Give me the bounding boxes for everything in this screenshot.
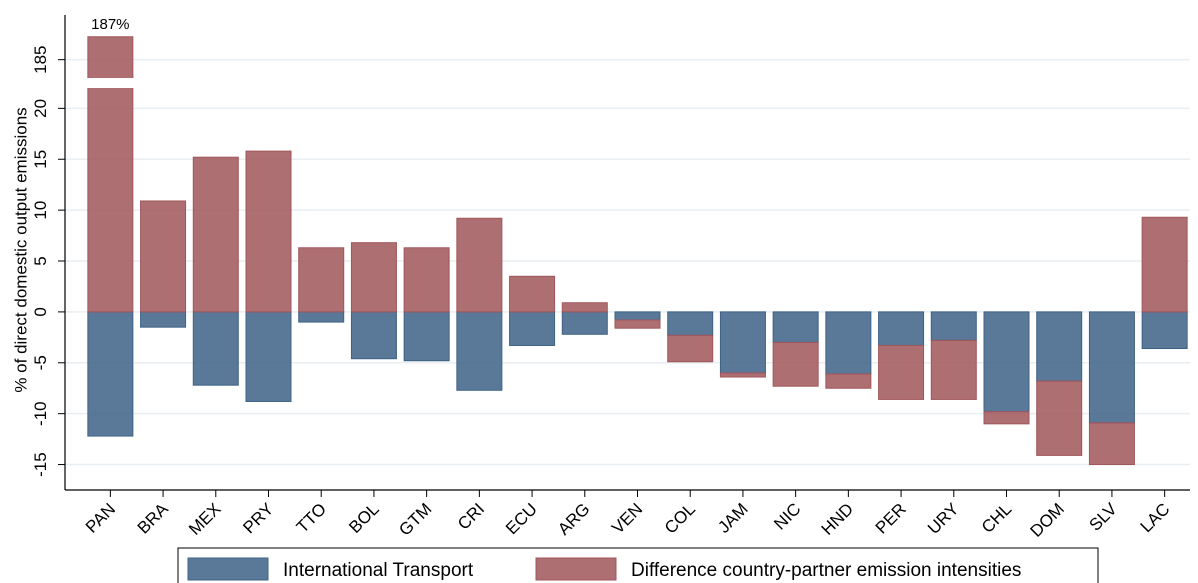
bar xyxy=(772,341,819,387)
bar xyxy=(140,311,187,328)
x-tick-label: HND xyxy=(818,499,857,538)
x-tick-label: DOM xyxy=(1027,499,1068,540)
legend-swatch xyxy=(187,557,269,581)
bar xyxy=(298,247,345,313)
y-tick-label: 15 xyxy=(31,150,50,169)
bar xyxy=(192,311,239,386)
x-tick-label: SLV xyxy=(1085,499,1121,535)
bar xyxy=(1141,311,1188,350)
x-tick-label: BOL xyxy=(345,499,382,536)
bar xyxy=(930,311,977,341)
bar xyxy=(456,311,503,391)
bar xyxy=(1036,380,1083,456)
bar xyxy=(930,339,977,400)
x-tick-label: COL xyxy=(661,499,699,537)
bar xyxy=(614,319,661,329)
x-tick-label: NIC xyxy=(770,499,804,533)
y-tick-label: -5 xyxy=(31,355,50,370)
x-tick-label: ARG xyxy=(554,499,593,538)
bars xyxy=(87,36,1188,466)
legend-label: International Transport xyxy=(283,560,474,581)
bar xyxy=(983,311,1030,413)
x-tick-label: CRI xyxy=(454,499,488,533)
bar xyxy=(1088,422,1135,466)
y-tick-label: 0 xyxy=(31,307,50,316)
bar xyxy=(509,311,556,346)
x-tick-label: GTM xyxy=(395,499,435,539)
x-tick-label: PER xyxy=(872,499,910,537)
x-tick-label: TTO xyxy=(293,499,330,536)
bar xyxy=(245,311,292,402)
legend-swatch xyxy=(535,557,617,581)
bar xyxy=(561,302,608,313)
bar xyxy=(298,311,345,323)
y-axis-label: % of direct domestic output emissions xyxy=(11,107,30,392)
bar xyxy=(825,373,872,389)
bar xyxy=(878,311,925,346)
x-tick-label: CHL xyxy=(978,499,1015,536)
x-tick-label: LAC xyxy=(1137,499,1174,536)
value-label: 187% xyxy=(91,16,129,33)
x-tick-label: PRY xyxy=(239,499,277,537)
y-tick-label: 185 xyxy=(31,45,50,73)
bar xyxy=(192,156,239,313)
bar xyxy=(1088,311,1135,424)
bar xyxy=(983,411,1030,425)
bar xyxy=(772,311,819,343)
x-tick-label: MEX xyxy=(185,499,224,538)
x-tick-label: JAM xyxy=(714,499,751,536)
bar xyxy=(878,344,925,400)
bar xyxy=(614,311,661,321)
y-tick-label: 10 xyxy=(31,201,50,220)
x-tick-label: VEN xyxy=(608,499,646,537)
bar xyxy=(87,88,134,313)
y-tick-label: -15 xyxy=(31,452,50,477)
bar xyxy=(403,311,450,362)
x-tick-label: PAN xyxy=(82,499,119,536)
bar xyxy=(667,311,714,336)
bar xyxy=(561,311,608,335)
bar-upper xyxy=(87,36,134,78)
y-tick-label: 5 xyxy=(31,256,50,265)
x-tick-label: URY xyxy=(924,499,963,538)
bar xyxy=(350,242,397,313)
bar xyxy=(825,311,872,375)
bar xyxy=(350,311,397,360)
bar xyxy=(719,372,766,378)
legend: International Transport Difference countr… xyxy=(177,547,1099,583)
bar xyxy=(87,311,134,437)
bar xyxy=(719,311,766,374)
bar xyxy=(1141,216,1188,313)
y-tick-label: 20 xyxy=(31,99,50,118)
bar xyxy=(140,200,187,313)
bar xyxy=(509,275,556,313)
x-tick-label: ECU xyxy=(502,499,541,538)
x-tick-label: BRA xyxy=(134,499,173,538)
legend-box xyxy=(177,547,1099,583)
bar xyxy=(1036,311,1083,382)
legend-label: Difference country-partner emission inte… xyxy=(631,560,1021,581)
bar xyxy=(245,150,292,313)
bar xyxy=(403,247,450,313)
bar xyxy=(456,217,503,313)
bar xyxy=(667,334,714,363)
y-tick-label: -10 xyxy=(31,401,50,426)
